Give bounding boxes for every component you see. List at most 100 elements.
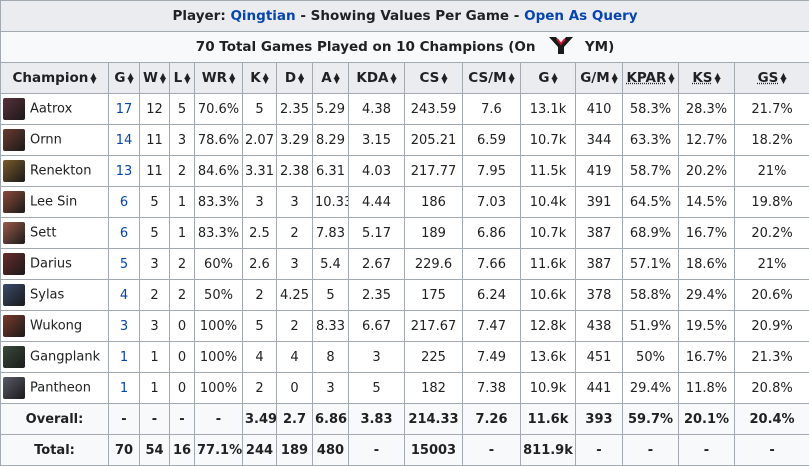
gold-cell: 11.6k <box>521 249 576 280</box>
champion-portrait-icon[interactable] <box>3 191 25 213</box>
cs-per-min-cell: 6.24 <box>463 280 521 311</box>
sort-icon[interactable]: ▲▼ <box>509 73 515 83</box>
champion-cell[interactable]: Ornn <box>1 125 109 156</box>
champion-portrait-icon[interactable] <box>3 315 25 337</box>
gold-cell: 12.8k <box>521 311 576 342</box>
column-header-gold-share[interactable]: GS▲▼ <box>735 63 809 94</box>
kpar-cell: 50% <box>623 342 679 373</box>
sort-icon[interactable]: ▲▼ <box>668 73 674 83</box>
sort-icon[interactable]: ▲▼ <box>184 73 190 83</box>
games-cell[interactable]: 4 <box>109 280 140 311</box>
games-cell[interactable]: 13 <box>109 156 140 187</box>
gold-cell: 10.7k <box>521 125 576 156</box>
champion-cell[interactable]: Gangplank <box>1 342 109 373</box>
column-header-champion[interactable]: Champion▲▼ <box>1 63 109 94</box>
column-header-kill-share[interactable]: KS▲▼ <box>679 63 735 94</box>
cs-cell: 205.21 <box>405 125 463 156</box>
gold-per-min-cell: 387 <box>576 249 623 280</box>
games-link[interactable]: 13 <box>116 164 133 179</box>
column-header-losses[interactable]: L▲▼ <box>170 63 195 94</box>
sort-icon[interactable]: ▲▼ <box>441 73 447 83</box>
total-cs-cell: 15003 <box>405 435 463 466</box>
cs-per-min-cell: 6.59 <box>463 125 521 156</box>
sort-icon[interactable]: ▲▼ <box>298 73 304 83</box>
champion-portrait-icon[interactable] <box>3 253 25 275</box>
games-link[interactable]: 4 <box>120 288 128 303</box>
column-header-kpar[interactable]: KPAR▲▼ <box>623 63 679 94</box>
champion-portrait-icon[interactable] <box>3 160 25 182</box>
column-header-cs-per-min[interactable]: CS/M▲▼ <box>463 63 521 94</box>
games-cell[interactable]: 14 <box>109 125 140 156</box>
sort-icon[interactable]: ▲▼ <box>127 73 133 83</box>
champion-cell[interactable]: Sylas <box>1 280 109 311</box>
sort-icon[interactable]: ▲▼ <box>780 73 786 83</box>
column-header-games[interactable]: G▲▼ <box>109 63 140 94</box>
sort-icon[interactable]: ▲▼ <box>715 73 721 83</box>
games-link[interactable]: 14 <box>116 133 133 148</box>
champion-portrait-icon[interactable] <box>3 98 25 120</box>
sort-icon[interactable]: ▲▼ <box>551 73 557 83</box>
champion-portrait-icon[interactable] <box>3 346 25 368</box>
champion-cell[interactable]: Renekton <box>1 156 109 187</box>
sort-icon[interactable]: ▲▼ <box>229 73 235 83</box>
champion-cell[interactable]: Darius <box>1 249 109 280</box>
games-cell[interactable]: 3 <box>109 311 140 342</box>
champion-cell[interactable]: Wukong <box>1 311 109 342</box>
column-header-assists[interactable]: A▲▼ <box>313 63 349 94</box>
champion-portrait-icon[interactable] <box>3 129 25 151</box>
games-cell[interactable]: 1 <box>109 373 140 404</box>
wins-cell: 12 <box>140 94 170 125</box>
champion-portrait-icon[interactable] <box>3 377 25 399</box>
games-link[interactable]: 6 <box>120 195 128 210</box>
column-header-kills[interactable]: K▲▼ <box>243 63 277 94</box>
games-link[interactable]: 5 <box>120 257 128 272</box>
games-link[interactable]: 1 <box>120 381 128 396</box>
champion-portrait-icon[interactable] <box>3 284 25 306</box>
column-header-gold[interactable]: G▲▼ <box>521 63 576 94</box>
sort-icon[interactable]: ▲▼ <box>160 73 166 83</box>
games-cell[interactable]: 6 <box>109 187 140 218</box>
deaths-cell: 4 <box>277 342 313 373</box>
column-header-deaths[interactable]: D▲▼ <box>277 63 313 94</box>
games-link[interactable]: 6 <box>120 226 128 241</box>
champion-name: Aatrox <box>30 102 72 117</box>
sort-icon[interactable]: ▲▼ <box>334 73 340 83</box>
champion-cell[interactable]: Pantheon <box>1 373 109 404</box>
champion-cell[interactable]: Lee Sin <box>1 187 109 218</box>
gold-per-min-cell: 378 <box>576 280 623 311</box>
winrate-cell: 78.6% <box>195 125 243 156</box>
games-link[interactable]: 17 <box>116 102 133 117</box>
gold-per-min-cell: 438 <box>576 311 623 342</box>
gold-per-min-cell: 419 <box>576 156 623 187</box>
sort-icon[interactable]: ▲▼ <box>390 73 396 83</box>
column-header-gold-per-min[interactable]: G/M▲▼ <box>576 63 623 94</box>
column-header-label: KPAR <box>626 70 666 86</box>
sort-icon[interactable]: ▲▼ <box>263 73 269 83</box>
cs-cell: 186 <box>405 187 463 218</box>
games-cell[interactable]: 1 <box>109 342 140 373</box>
column-header-winrate[interactable]: WR▲▼ <box>195 63 243 94</box>
gold-share-cell: 21% <box>735 249 809 280</box>
games-link[interactable]: 1 <box>120 350 128 365</box>
sort-icon[interactable]: ▲▼ <box>612 73 618 83</box>
column-header-kda[interactable]: KDA▲▼ <box>349 63 405 94</box>
open-as-query-link[interactable]: Open As Query <box>524 8 638 24</box>
player-link[interactable]: Qingtian <box>230 8 295 24</box>
games-cell[interactable]: 17 <box>109 94 140 125</box>
champion-portrait-icon[interactable] <box>3 222 25 244</box>
column-header-cs[interactable]: CS▲▼ <box>405 63 463 94</box>
overall-deaths-cell: 2.7 <box>277 404 313 435</box>
assists-cell: 8 <box>313 342 349 373</box>
games-cell[interactable]: 6 <box>109 218 140 249</box>
champion-cell[interactable]: Aatrox <box>1 94 109 125</box>
games-cell[interactable]: 5 <box>109 249 140 280</box>
column-header-wins[interactable]: W▲▼ <box>140 63 170 94</box>
kda-cell: 3.15 <box>349 125 405 156</box>
games-link[interactable]: 3 <box>120 319 128 334</box>
assists-cell: 7.83 <box>313 218 349 249</box>
champion-cell[interactable]: Sett <box>1 218 109 249</box>
sort-icon[interactable]: ▲▼ <box>90 73 96 83</box>
